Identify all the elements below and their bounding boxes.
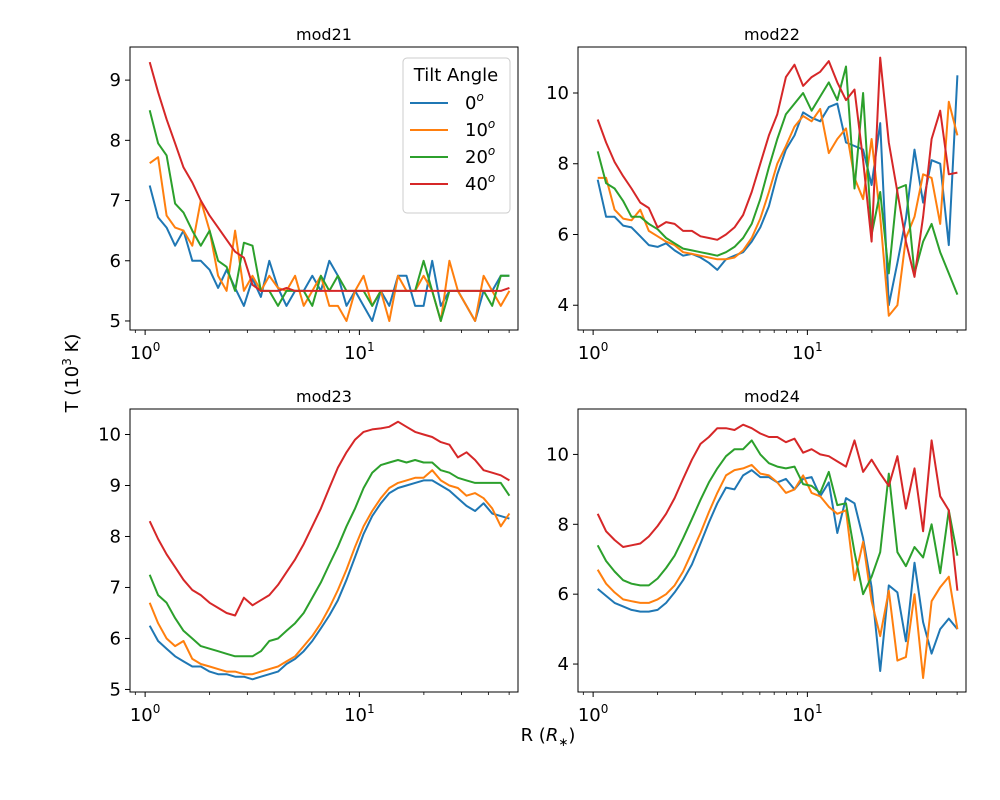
legend-entry-label: 0o (465, 90, 484, 114)
series-line-mod21-3 (148, 61, 510, 292)
x-tick-label: 100 (578, 340, 609, 364)
series-line-mod22-3 (596, 56, 958, 278)
x-tick-label: 101 (792, 702, 823, 726)
panel-title: mod22 (744, 25, 800, 44)
y-tick-label: 7 (110, 577, 121, 598)
series-line-mod24-3 (596, 423, 959, 591)
legend: Tilt Angle 0o 10o 20o 40o (402, 57, 511, 214)
subplot-mod23: mod23 5 6 7 8 9 10 100 101 (98, 387, 519, 726)
y-tick-label: 8 (558, 154, 569, 175)
legend-title: Tilt Angle (413, 65, 498, 86)
panel-title: mod24 (744, 387, 800, 406)
series-line-mod24-1 (596, 463, 959, 679)
legend-entry-label: 20o (465, 144, 495, 168)
y-tick-label: 8 (110, 526, 121, 547)
y-tick-label: 6 (110, 251, 121, 272)
panel-title: mod23 (296, 387, 352, 406)
series-line-mod24-2 (596, 439, 959, 596)
legend-frame (402, 57, 511, 214)
y-tick-label: 6 (110, 628, 121, 649)
x-tick-label: 101 (344, 340, 375, 364)
series-line-mod23-0 (148, 479, 510, 681)
axes-frame (129, 46, 519, 331)
legend-entry-label: 10o (465, 117, 495, 141)
axes-frame (577, 408, 967, 693)
series-line-mod22-1 (597, 100, 959, 317)
subplot-mod22: mod22 4 6 8 10 100 101 (546, 25, 967, 364)
y-tick-label: 9 (110, 70, 121, 91)
y-tick-label: 5 (110, 679, 121, 700)
x-tick-label: 101 (792, 340, 823, 364)
y-tick-label: 7 (110, 191, 121, 212)
y-tick-label: 10 (546, 444, 569, 465)
subplot-mod21: mod21 5 6 7 8 9 100 101 (110, 25, 519, 364)
series-line-mod22-0 (596, 75, 959, 307)
subplot-mod24: mod24 4 6 8 10 100 101 (546, 387, 967, 726)
axes-frame (577, 46, 967, 331)
series-line-mod23-2 (148, 459, 511, 658)
series-line-mod23-3 (148, 420, 510, 617)
x-tick-label: 100 (130, 702, 161, 726)
x-tick-label: 100 (578, 702, 609, 726)
y-tick-label: 6 (558, 584, 569, 605)
x-axis-label: R (R∗) (521, 725, 576, 749)
y-tick-label: 6 (558, 224, 569, 245)
y-tick-label: 9 (110, 475, 121, 496)
y-axis-label: T (103 K) (60, 334, 83, 414)
legend-entry-label: 40o (465, 171, 495, 195)
y-tick-label: 8 (558, 514, 569, 535)
x-tick-label: 101 (344, 702, 375, 726)
y-tick-label: 5 (110, 311, 121, 332)
y-tick-label: 8 (110, 130, 121, 151)
y-tick-label: 10 (546, 83, 569, 104)
y-tick-label: 10 (98, 424, 121, 445)
axes-frame (129, 408, 519, 693)
series-line-mod23-1 (148, 469, 511, 676)
x-tick-label: 100 (130, 340, 161, 364)
y-tick-label: 4 (558, 295, 569, 316)
panel-title: mod21 (296, 25, 352, 44)
y-tick-label: 4 (558, 654, 569, 675)
